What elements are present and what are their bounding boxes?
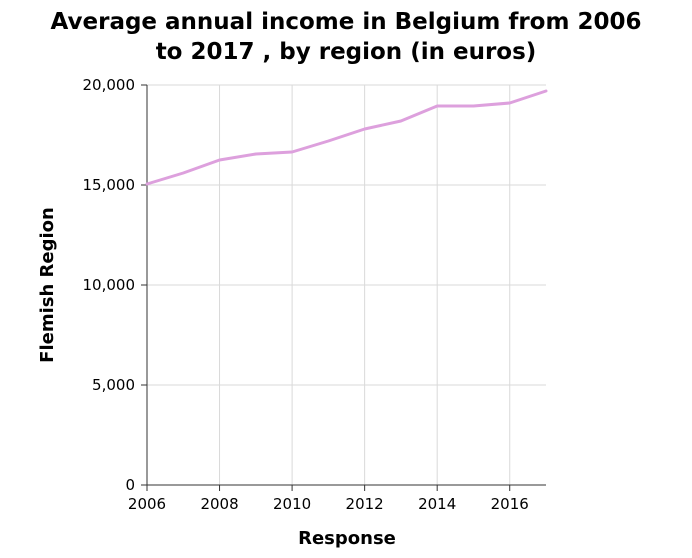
x-tick-label: 2012	[346, 495, 384, 513]
y-tick-label: 10,000	[83, 276, 136, 294]
x-tick-label: 2006	[128, 495, 166, 513]
gridlines	[147, 84, 546, 485]
tick-labels: 0 5,000 10,000 15,000 20,000 2006 2008 2010 2012…	[83, 76, 529, 513]
series-layer	[145, 89, 548, 186]
y-tick-label: 20,000	[83, 76, 136, 94]
chart-title-line-1: Average annual income in Belgium from 20…	[51, 9, 642, 35]
x-tick-label: 2008	[200, 495, 238, 513]
y-tick-label: 15,000	[83, 176, 136, 194]
y-tick-label: 0	[125, 476, 135, 494]
x-tick-label: 2016	[491, 495, 529, 513]
x-tick-label: 2010	[273, 495, 311, 513]
x-tick-label: 2014	[418, 495, 456, 513]
y-axis-label: Flemish Region	[37, 207, 58, 363]
series-line	[145, 89, 548, 186]
axes	[141, 84, 546, 491]
y-tick-label: 5,000	[92, 376, 135, 394]
x-axis-label: Response	[298, 528, 396, 549]
chart-title-line-2: to 2017 , by region (in euros)	[156, 39, 537, 65]
